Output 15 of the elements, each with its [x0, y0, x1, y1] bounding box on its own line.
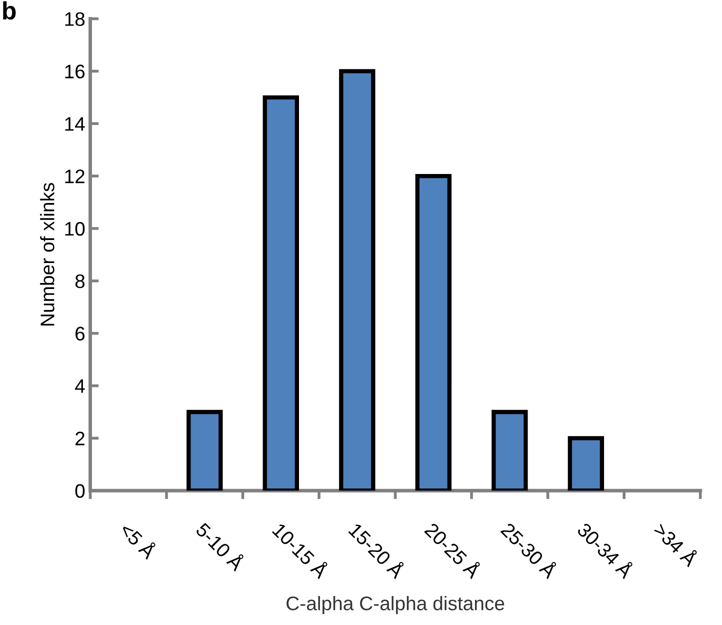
y-tick-label: 10	[65, 222, 85, 236]
y-tick-label: 16	[65, 64, 85, 78]
y-tick-label: 14	[65, 117, 85, 131]
text: b	[3, 1, 16, 20]
y-axis-title: Number of xlinks	[40, 182, 54, 326]
x-axis-title: C-alpha C-alpha distance	[286, 596, 504, 614]
x-tick-label: >34 Å	[652, 520, 701, 568]
y-tick-label: 0	[75, 484, 85, 498]
x-tick-label: <5 Å	[118, 520, 160, 560]
y-tick-label: 6	[76, 326, 85, 341]
y-tick-label: 12	[65, 170, 84, 184]
y-tick-label: 8	[75, 274, 85, 288]
y-tick-label: 4	[75, 379, 85, 393]
y-tick-label: 18	[65, 12, 85, 26]
y-tick-label: 2	[76, 432, 84, 446]
